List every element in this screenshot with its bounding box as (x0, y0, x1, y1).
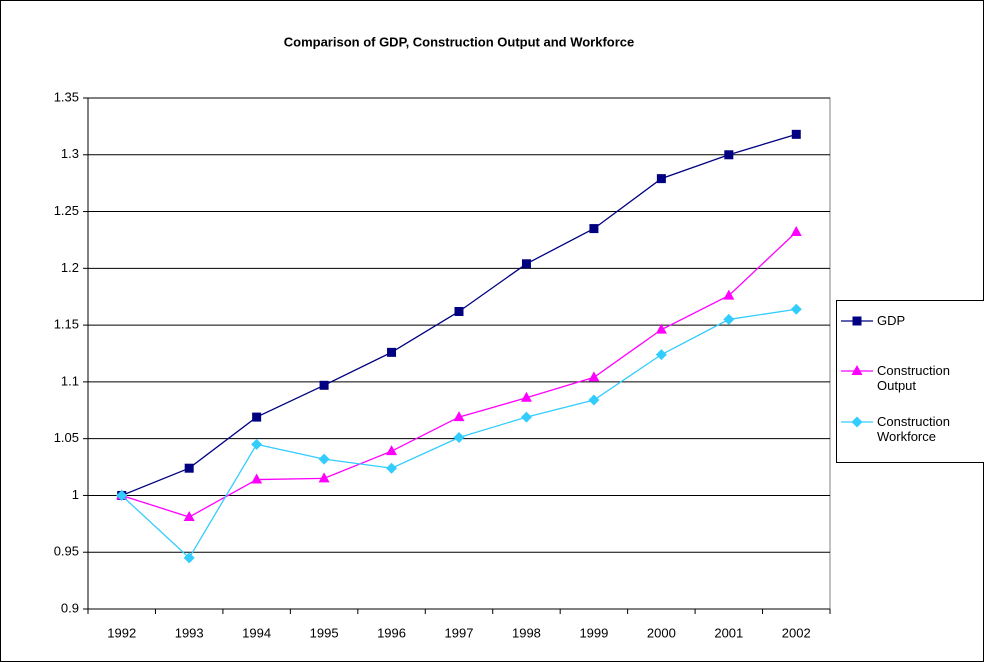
marker (319, 380, 329, 390)
x-tick-label: 1995 (310, 625, 339, 640)
x-tick-label: 1996 (377, 625, 406, 640)
legend-label: Construction Output (877, 363, 950, 393)
legend-swatch (841, 365, 873, 375)
marker (520, 411, 532, 423)
legend-item: Construction Output (837, 363, 969, 393)
y-tick-label: 1.05 (54, 430, 79, 445)
marker (852, 316, 862, 326)
marker (851, 416, 863, 428)
x-tick-label: 2000 (647, 625, 676, 640)
x-tick-label: 1993 (175, 625, 204, 640)
x-tick-label: 1997 (445, 625, 474, 640)
marker (318, 453, 330, 465)
y-tick-label: 1.2 (61, 260, 79, 275)
marker (851, 365, 863, 375)
marker (318, 472, 330, 483)
marker (588, 394, 600, 406)
marker (791, 129, 801, 139)
x-tick-label: 1998 (512, 625, 541, 640)
marker (588, 371, 600, 382)
marker (386, 462, 398, 474)
y-tick-label: 1.35 (54, 89, 79, 104)
marker (183, 552, 195, 564)
marker (251, 473, 263, 484)
x-tick-label: 2002 (782, 625, 811, 640)
marker (453, 432, 465, 444)
marker (454, 306, 464, 316)
legend-item: GDP (837, 313, 969, 329)
y-tick-label: 1.15 (54, 317, 79, 332)
plot-area (87, 97, 831, 610)
y-tick-label: 1.1 (61, 373, 79, 388)
marker (521, 259, 531, 269)
x-tick-label: 1994 (242, 625, 271, 640)
marker (184, 463, 194, 473)
x-tick-label: 2001 (714, 625, 743, 640)
marker (251, 438, 263, 450)
legend-swatch (841, 316, 873, 326)
marker (589, 224, 599, 234)
marker (520, 391, 532, 402)
marker (453, 411, 465, 422)
legend-label: GDP (877, 313, 906, 328)
y-tick-label: 1.3 (61, 146, 79, 161)
marker (790, 303, 802, 315)
marker (656, 174, 666, 184)
marker (655, 323, 667, 334)
y-tick-label: 1.25 (54, 203, 79, 218)
marker (387, 347, 397, 357)
y-tick-label: 0.9 (61, 600, 79, 615)
marker (724, 150, 734, 160)
marker (116, 489, 128, 501)
y-tick-label: 1 (72, 487, 79, 502)
legend: GDP Construction Output Construction Workf… (836, 300, 984, 463)
marker (252, 412, 262, 422)
marker (655, 349, 667, 361)
legend-swatch (841, 416, 873, 428)
marker (386, 445, 398, 456)
legend-item: Construction Workforce (837, 414, 969, 444)
chart-title: Comparison of GDP, Construction Output a… (284, 34, 635, 49)
legend-label: Construction Workforce (877, 414, 950, 444)
x-tick-label: 1992 (107, 625, 136, 640)
marker (723, 313, 735, 325)
marker (790, 225, 802, 236)
marker (183, 511, 195, 522)
x-tick-label: 1999 (579, 625, 608, 640)
y-tick-label: 0.95 (54, 544, 79, 559)
marker (723, 289, 735, 300)
